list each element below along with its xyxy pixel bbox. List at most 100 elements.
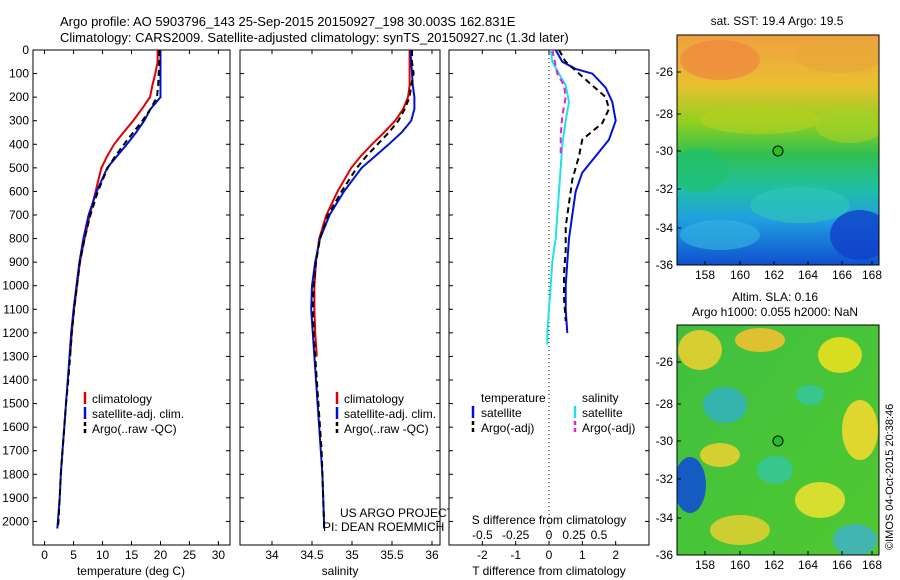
y-tick-label: 700 <box>9 208 29 222</box>
map-x-tick-label: 158 <box>695 268 715 282</box>
legend-label-s-argo: Argo(-adj) <box>582 421 635 435</box>
map-x-tick-label: 160 <box>730 268 750 282</box>
x-tick-label: 34 <box>265 548 279 562</box>
sst-map-title: sat. SST: 19.4 Argo: 19.5 <box>711 14 844 28</box>
map-x-tick-label: 168 <box>862 558 882 572</box>
y-tick-label: 1400 <box>2 373 29 387</box>
sst-map-ticks: -26 -28 -30 -32 -34 -36 158 160 162 164 166 168 <box>656 65 883 282</box>
legend-label-argo: Argo(..raw -QC) <box>92 422 177 436</box>
x-tick-label: 0 <box>546 548 553 562</box>
sla-argo-marker <box>772 435 784 447</box>
y-tick-label: 1700 <box>2 444 29 458</box>
x-tick-label: 35 <box>345 548 359 562</box>
legend-label-satellite: satellite-adj. clim. <box>92 407 184 421</box>
y-tick-label: 900 <box>9 255 29 269</box>
sla-map-panel: Altim. SLA: 0.16 Argo h1000: 0.055 h2000… <box>656 290 883 572</box>
map-x-tick-label: 162 <box>764 558 784 572</box>
series-line-argo-raw-qc- <box>56 50 161 529</box>
map-x-tick-label: 164 <box>798 558 818 572</box>
y-tick-label: 500 <box>9 161 29 175</box>
x-tick-label: 15 <box>125 548 139 562</box>
x-tick-label: 25 <box>183 548 197 562</box>
sla-map-frame <box>676 324 880 556</box>
x-tick-label: 34.5 <box>300 548 324 562</box>
map-x-tick-label: 166 <box>832 268 852 282</box>
map-x-tick-label: 160 <box>730 558 750 572</box>
series-line-temperature-satellite <box>554 49 617 333</box>
x-tick-label: -1 <box>510 548 521 562</box>
temperature-axes-frame <box>32 49 231 546</box>
temperature-legend: climatology satellite-adj. clim. Argo(..… <box>83 392 184 436</box>
series-line-salinity-argo-adj- <box>551 49 567 157</box>
y-tick-label: 800 <box>9 232 29 246</box>
legend-label-satellite: satellite-adj. clim. <box>344 407 436 421</box>
x-tick-label: 10 <box>96 548 110 562</box>
map-x-tick-label: 162 <box>764 268 784 282</box>
x-tick-label: 1 <box>579 548 586 562</box>
sla-map-image <box>677 325 879 555</box>
y-tick-label: 1100 <box>3 302 29 316</box>
x-tick-label: 0 <box>41 548 48 562</box>
y-tick-label: 300 <box>9 114 29 128</box>
temperature-ticks: 0100200300400500600700800900100011001200… <box>2 43 230 562</box>
salinity-axes-frame <box>239 49 441 546</box>
x-tick-label: 35.5 <box>380 548 404 562</box>
map-y-tick-label: -34 <box>656 511 674 525</box>
imos-watermark: ©IMOS 04-Oct-2015 20:38:46 <box>884 404 896 550</box>
map-y-tick-label: -34 <box>656 221 674 235</box>
map-y-tick-label: -26 <box>656 355 674 369</box>
sst-map-panel: sat. SST: 19.4 Argo: 19.5 -26 -28 -30 -32 -3… <box>656 14 883 282</box>
temperature-xlabel: temperature (deg C) <box>77 564 185 578</box>
s-tick-label: 0.5 <box>591 528 608 542</box>
legend-label-climatology: climatology <box>344 392 404 406</box>
temperature-lines <box>56 50 162 529</box>
salinity-lines <box>310 49 416 529</box>
y-tick-label: 0 <box>22 43 29 57</box>
sst-map-frame <box>676 34 880 266</box>
y-tick-label: 1500 <box>2 397 29 411</box>
legend-label-s-satellite: satellite <box>582 406 623 420</box>
y-tick-label: 2000 <box>2 514 29 528</box>
y-tick-label: 1300 <box>2 349 29 363</box>
map-x-tick-label: 158 <box>695 558 715 572</box>
series-line-temperature-argo-adj- <box>558 49 611 322</box>
legend-header-temperature: temperature <box>481 391 546 405</box>
sla-map-title-2: Argo h1000: 0.055 h2000: NaN <box>692 305 858 319</box>
map-y-tick-label: -28 <box>656 107 674 121</box>
difference-legend: temperature salinity satellite Argo(-adj… <box>471 391 635 435</box>
map-y-tick-label: -26 <box>656 65 674 79</box>
x-tick-label: 30 <box>212 548 226 562</box>
salinity-xlabel: salinity <box>322 564 359 578</box>
x-tick-label: 36 <box>425 548 439 562</box>
sst-argo-marker <box>772 145 784 157</box>
salinity-panel: 34 34.5 35 35.5 36 salinity climatology sate… <box>239 49 455 578</box>
map-y-tick-label: -36 <box>656 258 674 272</box>
s-tick-label: -0.5 <box>472 528 493 542</box>
map-y-tick-label: -28 <box>656 397 674 411</box>
y-tick-label: 200 <box>9 90 29 104</box>
difference-lines <box>546 49 617 545</box>
y-tick-label: 100 <box>9 67 29 81</box>
legend-label-climatology: climatology <box>92 392 152 406</box>
header-line-1: Argo profile: AO 5903796_143 25-Sep-2015… <box>60 14 516 29</box>
s-tick-label: -0.25 <box>502 528 530 542</box>
x-tick-label: 5 <box>70 548 77 562</box>
y-tick-label: 600 <box>9 184 29 198</box>
x-tick-label: 20 <box>154 548 168 562</box>
legend-header-salinity: salinity <box>582 391 619 405</box>
legend-label-t-satellite: satellite <box>481 406 522 420</box>
t-difference-xlabel: T difference from climatology <box>472 564 626 578</box>
s-difference-xlabel: S difference from climatology <box>472 513 627 527</box>
pi-label: PI: DEAN ROEMMICH <box>323 520 444 534</box>
sla-map-ticks: -26 -28 -30 -32 -34 -36 158 160 162 164 166 168 <box>656 355 883 572</box>
y-tick-label: 1600 <box>2 420 29 434</box>
s-tick-label: 0.25 <box>562 528 586 542</box>
y-tick-label: 1800 <box>2 467 29 481</box>
project-label: US ARGO PROJECT <box>340 506 455 520</box>
y-tick-label: 400 <box>9 137 29 151</box>
y-tick-label: 1000 <box>2 279 29 293</box>
map-y-tick-label: -36 <box>656 548 674 562</box>
y-tick-label: 1200 <box>2 326 29 340</box>
